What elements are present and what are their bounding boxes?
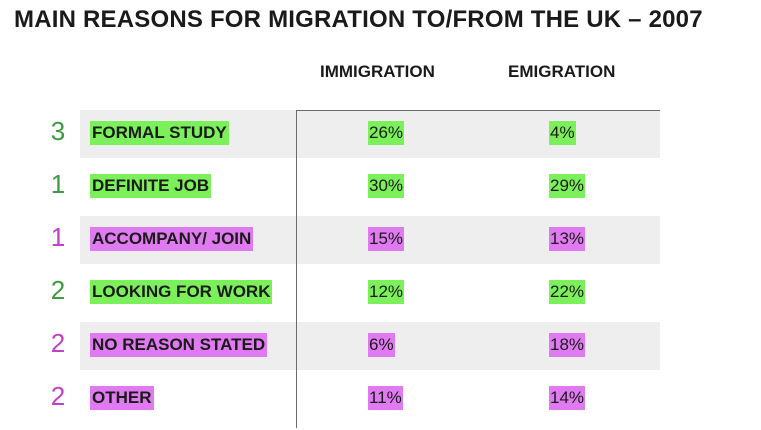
rank-number: 3 [50,116,66,146]
rank-number: 2 [50,381,66,411]
chart-title: MAIN REASONS FOR MIGRATION TO/FROM THE U… [14,6,703,33]
immigration-value: 30% [368,174,405,198]
column-header-emigration: EMIGRATION [508,62,616,81]
rank-number: 2 [50,328,66,358]
emigration-value: 13% [549,227,586,251]
emigration-value: 22% [549,280,586,304]
column-header-immigration: IMMIGRATION [320,62,435,81]
immigration-value: 15% [368,227,405,251]
table-row: 1 DEFINITE JOB 30% 29% [51,163,660,211]
immigration-value: 26% [368,121,405,145]
column-divider [296,110,297,428]
emigration-value: 29% [549,174,586,198]
reason-label: FORMAL STUDY [90,121,229,145]
immigration-value: 11% [368,386,403,410]
rank-number: 2 [50,275,66,305]
emigration-value: 14% [549,386,586,410]
emigration-value: 18% [549,333,586,357]
emigration-value: 4% [549,121,576,145]
table-row: 2 OTHER 11% 14% [51,375,660,423]
table-row: 2 NO REASON STATED 6% 18% [51,322,660,370]
immigration-value: 6% [368,333,395,357]
reason-label: OTHER [90,386,154,410]
reason-label: LOOKING FOR WORK [90,280,273,304]
table-row: 2 LOOKING FOR WORK 12% 22% [51,269,660,317]
immigration-value: 12% [368,280,405,304]
table-row: 3 FORMAL STUDY 26% 4% [51,110,660,158]
rank-number: 1 [50,222,66,252]
reason-label: DEFINITE JOB [90,174,212,198]
header-divider [296,110,660,111]
reason-label: NO REASON STATED [90,333,268,357]
rank-number: 1 [50,169,66,199]
reason-label: ACCOMPANY/ JOIN [90,227,254,251]
table-row: 1 ACCOMPANY/ JOIN 15% 13% [51,216,660,264]
